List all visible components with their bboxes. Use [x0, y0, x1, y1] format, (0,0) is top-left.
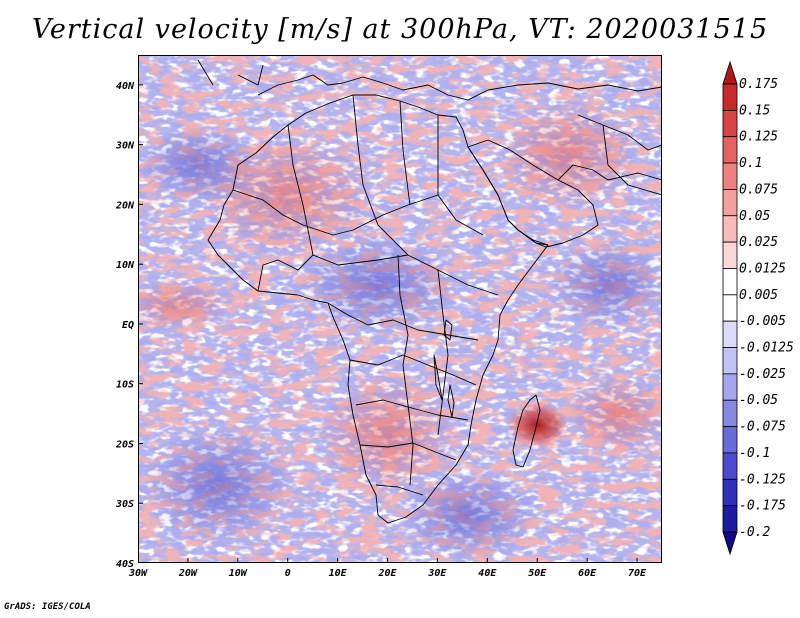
- colorbar-swatch: [722, 505, 738, 533]
- colorbar-level-label: -0.2: [739, 525, 770, 540]
- colorbar-level-label: -0.005: [739, 314, 786, 329]
- lon-tick-label: 30W: [128, 568, 148, 579]
- colorbar-level-label: 0.0125: [739, 261, 786, 276]
- lat-tick-label: 30S: [115, 499, 134, 510]
- colorbar-level-label: -0.05: [739, 393, 778, 408]
- lon-tick-label: 30E: [427, 568, 447, 579]
- lat-tick-label: 40S: [116, 559, 134, 570]
- colorbar-top-arrow: [722, 60, 738, 85]
- axis-ticks: [138, 84, 638, 563]
- colorbar-level-label: -0.0125: [739, 341, 794, 356]
- colorbar-level-label: 0.005: [739, 288, 778, 303]
- colorbar-level-label: 0.025: [739, 235, 778, 250]
- lon-tick-label: 60E: [578, 568, 597, 579]
- colorbar-swatch: [722, 83, 738, 111]
- colorbar-swatch: [722, 189, 738, 217]
- lon-tick-label: 10W: [229, 568, 248, 579]
- lat-tick-label: EQ: [122, 320, 134, 331]
- lat-tick-label: 20N: [115, 200, 135, 211]
- grads-credit: GrADS: IGES/COLA: [4, 602, 91, 612]
- colorbar-swatch: [722, 241, 738, 269]
- colorbar-level-label: -0.025: [739, 367, 786, 382]
- lat-tick-label: 20S: [115, 439, 134, 450]
- colorbar-swatch: [722, 109, 738, 138]
- lat-tick-label: 30N: [115, 141, 135, 152]
- colorbar-swatch: [722, 294, 738, 322]
- colorbar-swatch: [722, 136, 738, 164]
- colorbar-swatch: [722, 320, 738, 348]
- colorbar-swatch: [722, 478, 738, 507]
- colorbar-level-label: -0.175: [739, 499, 786, 514]
- colorbar: 0.175 0.15 0.125 0.1 0.075 0.05 0.025 0.0125 0.0…: [722, 60, 794, 556]
- colorbar-level-label: -0.1: [739, 446, 770, 461]
- lon-tick-label: 40E: [478, 568, 497, 579]
- plot-frame: [138, 55, 662, 563]
- vertical-velocity-map: [138, 55, 662, 563]
- colorbar-swatch: [722, 399, 738, 427]
- lon-tick-label: 0: [285, 568, 291, 579]
- colorbar-level-label: 0.1: [739, 156, 762, 171]
- lon-tick-label: 20W: [178, 568, 198, 579]
- colorbar-swatch: [722, 373, 738, 401]
- lon-tick-label: 50E: [528, 568, 547, 579]
- lat-tick-label: 40N: [116, 81, 135, 92]
- colorbar-level-label: 0.075: [739, 182, 778, 197]
- colorbar-level-label: -0.125: [739, 472, 786, 487]
- colorbar-swatch: [722, 215, 738, 243]
- lon-tick-label: 10E: [329, 568, 348, 579]
- colorbar-swatch: [722, 426, 738, 454]
- lon-tick-label: 70E: [628, 568, 647, 579]
- lat-tick-label: 10N: [116, 260, 135, 271]
- colorbar-level-label: 0.15: [739, 103, 770, 118]
- velocity-field: [138, 55, 662, 563]
- lon-tick-label: 20E: [377, 568, 397, 579]
- colorbar-level-label: -0.075: [739, 420, 786, 435]
- colorbar-swatch: [722, 452, 738, 480]
- lat-tick-label: 10S: [116, 380, 134, 391]
- colorbar-level-label: 0.125: [739, 130, 778, 145]
- colorbar-swatch: [722, 347, 738, 375]
- colorbar-swatch: [722, 268, 738, 296]
- colorbar-level-label: 0.05: [739, 209, 770, 224]
- coastlines-borders: [197, 59, 662, 524]
- colorbar-bottom-arrow: [722, 531, 738, 556]
- colorbar-swatch: [722, 162, 738, 190]
- colorbar-level-label: 0.175: [739, 77, 778, 92]
- map-title: Vertical velocity [m/s] at 300hPa, VT: 2…: [31, 14, 769, 45]
